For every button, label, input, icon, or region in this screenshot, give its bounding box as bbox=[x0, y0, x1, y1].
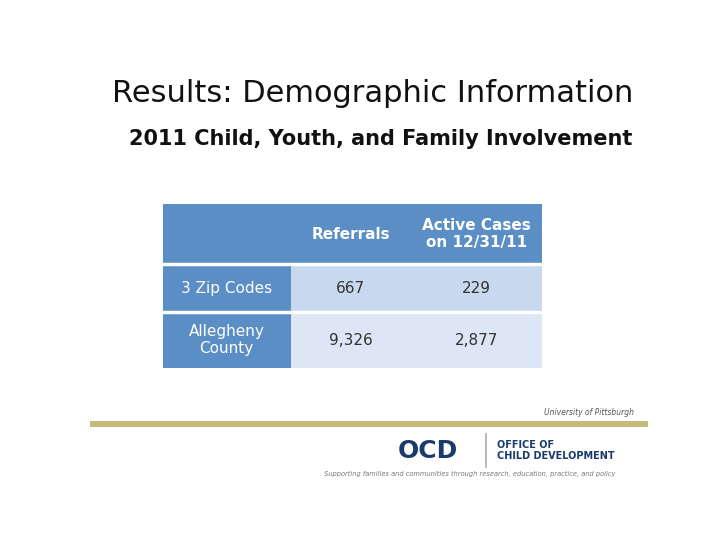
FancyBboxPatch shape bbox=[411, 204, 542, 265]
Text: Allegheny
County: Allegheny County bbox=[189, 324, 265, 356]
FancyBboxPatch shape bbox=[163, 265, 291, 312]
Text: 667: 667 bbox=[336, 281, 366, 296]
Text: Referrals: Referrals bbox=[312, 227, 390, 242]
FancyBboxPatch shape bbox=[291, 265, 411, 312]
Text: OCD: OCD bbox=[398, 438, 458, 463]
Text: University of Pittsburgh: University of Pittsburgh bbox=[544, 408, 634, 417]
Text: 2011 Child, Youth, and Family Involvement: 2011 Child, Youth, and Family Involvemen… bbox=[129, 129, 632, 149]
FancyBboxPatch shape bbox=[163, 204, 291, 265]
FancyBboxPatch shape bbox=[411, 312, 542, 368]
Text: Supporting families and communities through research, education, practice, and p: Supporting families and communities thro… bbox=[324, 470, 615, 477]
Text: OFFICE OF
CHILD DEVELOPMENT: OFFICE OF CHILD DEVELOPMENT bbox=[498, 440, 615, 462]
FancyBboxPatch shape bbox=[291, 204, 411, 265]
FancyBboxPatch shape bbox=[163, 312, 291, 368]
FancyBboxPatch shape bbox=[90, 421, 648, 427]
Text: Active Cases
on 12/31/11: Active Cases on 12/31/11 bbox=[422, 218, 531, 251]
Text: 2,877: 2,877 bbox=[455, 333, 498, 348]
Text: 3 Zip Codes: 3 Zip Codes bbox=[181, 281, 272, 296]
Text: Results: Demographic Information: Results: Demographic Information bbox=[112, 79, 634, 109]
Text: 229: 229 bbox=[462, 281, 491, 296]
FancyBboxPatch shape bbox=[411, 265, 542, 312]
Text: 9,326: 9,326 bbox=[329, 333, 373, 348]
FancyBboxPatch shape bbox=[291, 312, 411, 368]
